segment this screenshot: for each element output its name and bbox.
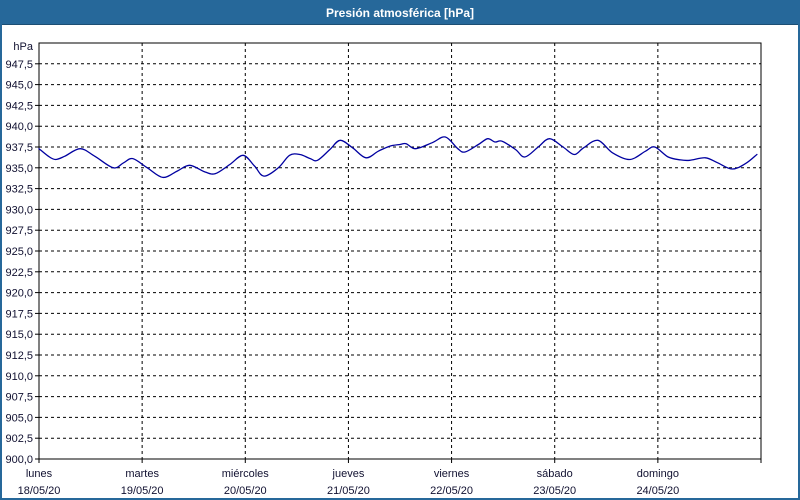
y-tick-label: 900,0 [5,454,33,466]
day-name-label: domingo [637,468,679,480]
day-name-label: jueves [332,468,365,480]
y-tick-label: 925,0 [5,246,33,258]
y-tick-label: 917,5 [5,308,33,320]
day-date-label: 24/05/20 [636,485,679,497]
y-tick-label: 905,0 [5,412,33,424]
day-date-label: 22/05/20 [430,485,473,497]
y-tick-label: 915,0 [5,329,33,341]
y-axis-unit-label: hPa [13,41,33,53]
window-title-bar: Presión atmosférica [hPa] [2,2,798,25]
y-tick-label: 902,5 [5,433,33,445]
y-tick-label: 927,5 [5,225,33,237]
y-tick-label: 947,5 [5,59,33,71]
y-tick-label: 937,5 [5,142,33,154]
y-tick-label: 907,5 [5,392,33,404]
window-title: Presión atmosférica [hPa] [325,6,475,20]
day-name-label: sábado [537,468,573,480]
y-tick-label: 940,0 [5,121,33,133]
chart-area: 900,0 902,5 905,0 907,5 910,0 912,5 915,0 917,5… [2,25,798,498]
plot-border [38,42,762,460]
y-tick-label: 930,0 [5,204,33,216]
pressure-chart-svg: 900,0 902,5 905,0 907,5 910,0 912,5 915,0 917,5… [5,41,762,497]
day-date-label: 19/05/20 [121,485,164,497]
y-tick-label: 932,5 [5,184,33,196]
day-name-label: martes [125,468,159,480]
y-tick-label: 920,0 [5,288,33,300]
y-tick-label: 912,5 [5,350,33,362]
pressure-line [38,136,758,179]
y-tick-label: 935,0 [5,163,33,175]
y-tick-label: 945,0 [5,80,33,92]
y-tick-label: 942,5 [5,100,33,112]
day-name-label: viernes [434,468,470,480]
day-date-label: 18/05/20 [18,485,61,497]
day-date-label: 23/05/20 [533,485,576,497]
day-date-label: 21/05/20 [327,485,370,497]
y-tick-label: 922,5 [5,267,33,279]
y-tick-label: 910,0 [5,371,33,383]
day-name-label: lunes [26,468,53,480]
day-date-label: 20/05/20 [224,485,267,497]
day-name-label: miércoles [222,468,270,480]
